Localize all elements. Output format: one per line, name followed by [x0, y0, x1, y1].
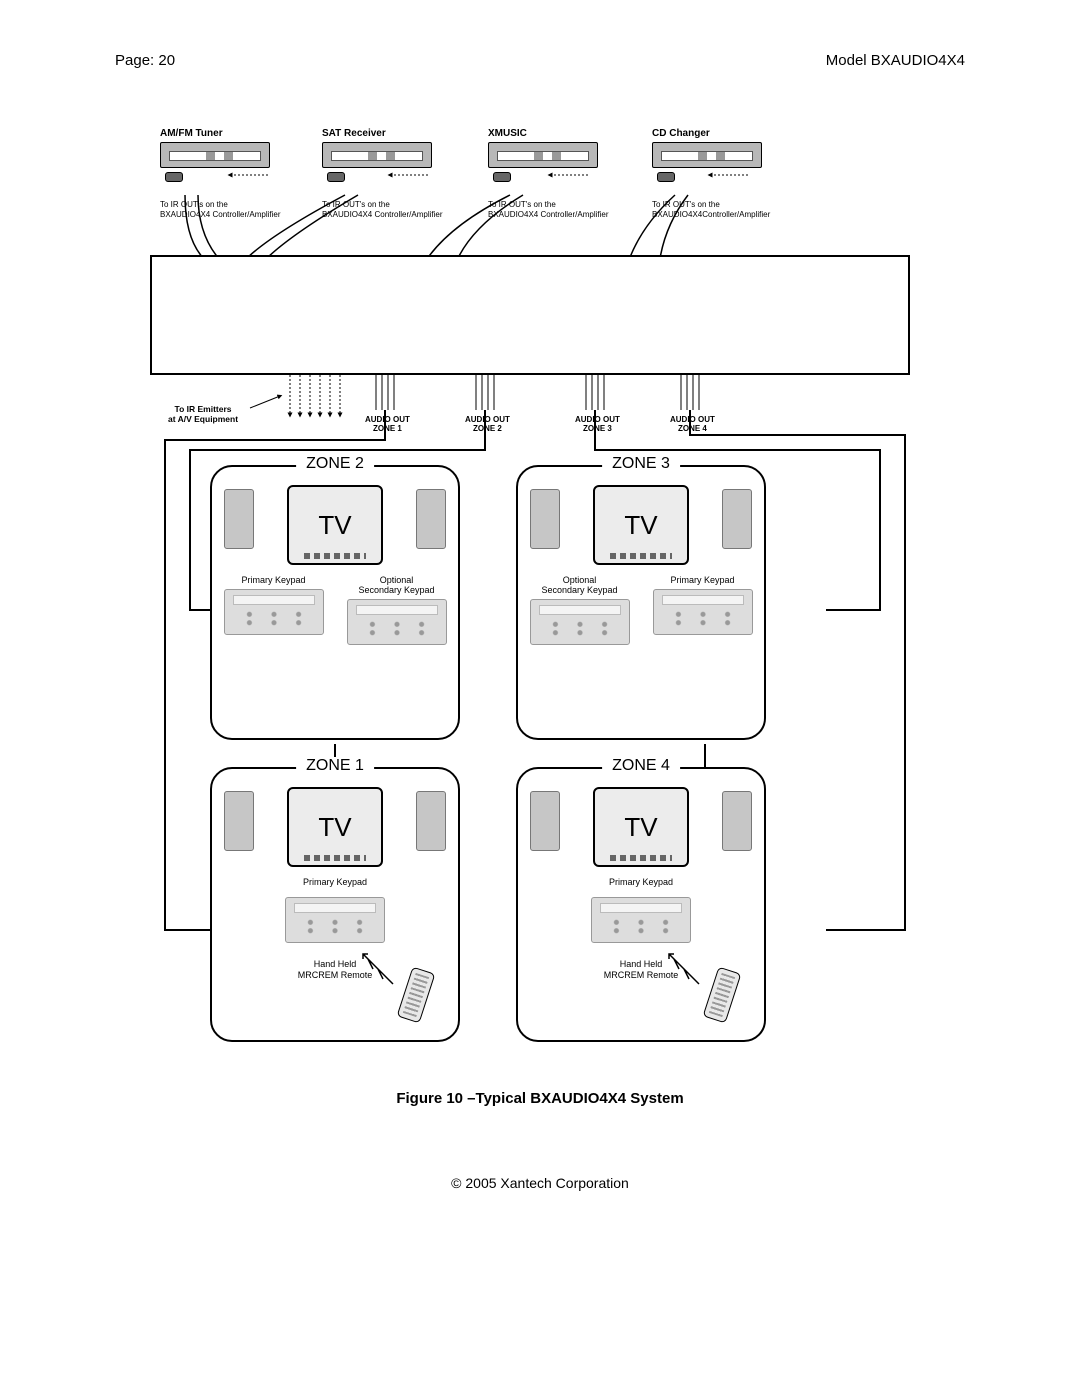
device-box-icon: [160, 142, 270, 168]
audio-out-4: AUDIO OUT ZONE 4: [670, 415, 715, 433]
ir-emitter-icon: [165, 172, 183, 182]
remote-signal-icon: [358, 949, 398, 989]
zone-title: ZONE 4: [602, 757, 680, 775]
remote-icon: [397, 967, 436, 1024]
primary-keypad-label: Primary Keypad: [212, 877, 458, 887]
zone-title: ZONE 1: [296, 757, 374, 775]
speaker-icon: [722, 489, 752, 549]
device-caption: To IR OUT's on the BXAUDIO4X4 Controller…: [488, 200, 628, 220]
model-label: Model BXAUDIO4X4: [826, 52, 965, 69]
audio-out-2: AUDIO OUT ZONE 2: [465, 415, 510, 433]
keypad-icon: [347, 599, 447, 645]
keypad-row: Primary Keypad Optional Secondary Keypad: [212, 575, 458, 645]
device-box-icon: [652, 142, 762, 168]
keypad-icon: [653, 589, 753, 635]
zone-1: ZONE 1 TV Primary Keypad Hand Held MRCRE…: [210, 767, 460, 1042]
device-cd: CD Changer To IR OUT's on the BXAUDIO4X4…: [652, 128, 792, 220]
remote-signal-icon: [664, 949, 704, 989]
system-diagram: AM/FM Tuner To IR OUT's on the BXAUDIO4X…: [150, 110, 930, 1080]
speaker-icon: [416, 791, 446, 851]
keypad-icon: [530, 599, 630, 645]
device-caption: To IR OUT's on the BXAUDIO4X4 Controller…: [322, 200, 462, 220]
keypad-icon: [224, 589, 324, 635]
zone-2: ZONE 2 TV Primary Keypad Optional Second…: [210, 465, 460, 740]
speaker-icon: [722, 791, 752, 851]
device-label: XMUSIC: [488, 128, 628, 139]
zone-title: ZONE 2: [296, 455, 374, 473]
ir-emitter-icon: [327, 172, 345, 182]
device-sat: SAT Receiver To IR OUT's on the BXAUDIO4…: [322, 128, 462, 220]
secondary-keypad-label: Secondary Keypad: [358, 585, 434, 595]
tv-icon: TV: [593, 485, 689, 565]
page-number: Page: 20: [115, 52, 175, 69]
speaker-icon: [530, 791, 560, 851]
tv-icon: TV: [593, 787, 689, 867]
keypad-icon: [285, 897, 385, 943]
figure-caption: Figure 10 –Typical BXAUDIO4X4 System: [0, 1090, 1080, 1107]
device-caption: To IR OUT's on the BXAUDIO4X4 Controller…: [160, 200, 300, 220]
zone-3: ZONE 3 TV Optional Secondary Keypad Prim…: [516, 465, 766, 740]
device-label: SAT Receiver: [322, 128, 462, 139]
audio-out-3: AUDIO OUT ZONE 3: [575, 415, 620, 433]
primary-keypad-label: Primary Keypad: [241, 575, 305, 585]
speaker-icon: [224, 791, 254, 851]
speaker-icon: [224, 489, 254, 549]
device-label: CD Changer: [652, 128, 792, 139]
copyright: © 2005 Xantech Corporation: [0, 1175, 1080, 1191]
tv-icon: TV: [287, 485, 383, 565]
remote-icon: [703, 967, 742, 1024]
ir-emitter-label: To IR Emitters at A/V Equipment: [168, 404, 238, 424]
speaker-icon: [416, 489, 446, 549]
device-box-icon: [488, 142, 598, 168]
zone-4: ZONE 4 TV Primary Keypad Hand Held MRCRE…: [516, 767, 766, 1042]
device-box-icon: [322, 142, 432, 168]
device-caption: To IR OUT's on the BXAUDIO4X4Controller/…: [652, 200, 792, 220]
controller-box: [150, 255, 910, 375]
page: Page: 20 Model BXAUDIO4X4: [0, 0, 1080, 1397]
zone-title: ZONE 3: [602, 455, 680, 473]
zones-grid: ZONE 2 TV Primary Keypad Optional Second…: [210, 465, 890, 1065]
ir-emitter-icon: [493, 172, 511, 182]
audio-out-1: AUDIO OUT ZONE 1: [365, 415, 410, 433]
device-tuner: AM/FM Tuner To IR OUT's on the BXAUDIO4X…: [160, 128, 300, 220]
tv-icon: TV: [287, 787, 383, 867]
device-label: AM/FM Tuner: [160, 128, 300, 139]
primary-keypad-label: Primary Keypad: [518, 877, 764, 887]
primary-keypad-label: Primary Keypad: [670, 575, 734, 585]
ir-emitter-icon: [657, 172, 675, 182]
device-xmusic: XMUSIC To IR OUT's on the BXAUDIO4X4 Con…: [488, 128, 628, 220]
speaker-icon: [530, 489, 560, 549]
keypad-icon: [591, 897, 691, 943]
secondary-keypad-label: Secondary Keypad: [541, 585, 617, 595]
keypad-row: Optional Secondary Keypad Primary Keypad: [518, 575, 764, 645]
